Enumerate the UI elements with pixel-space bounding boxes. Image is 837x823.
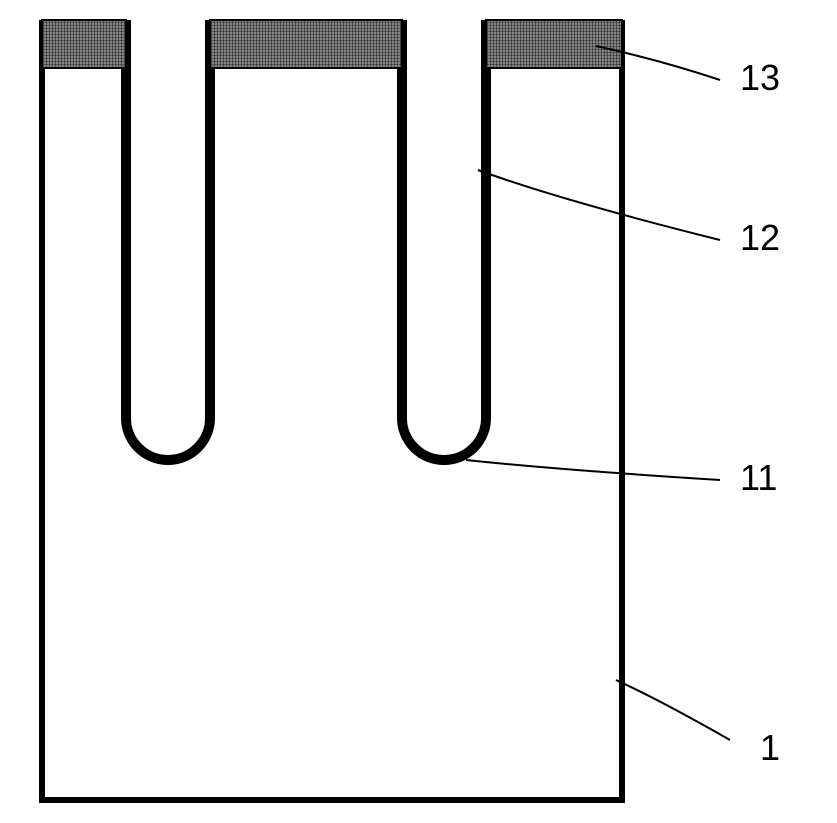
label-12: 12 [740,217,780,258]
diagram-svg: 1312111 [0,0,837,823]
technical-diagram: 1312111 [0,0,837,823]
label-11: 11 [740,457,777,498]
label-13: 13 [740,57,780,98]
label-1: 1 [760,727,780,768]
